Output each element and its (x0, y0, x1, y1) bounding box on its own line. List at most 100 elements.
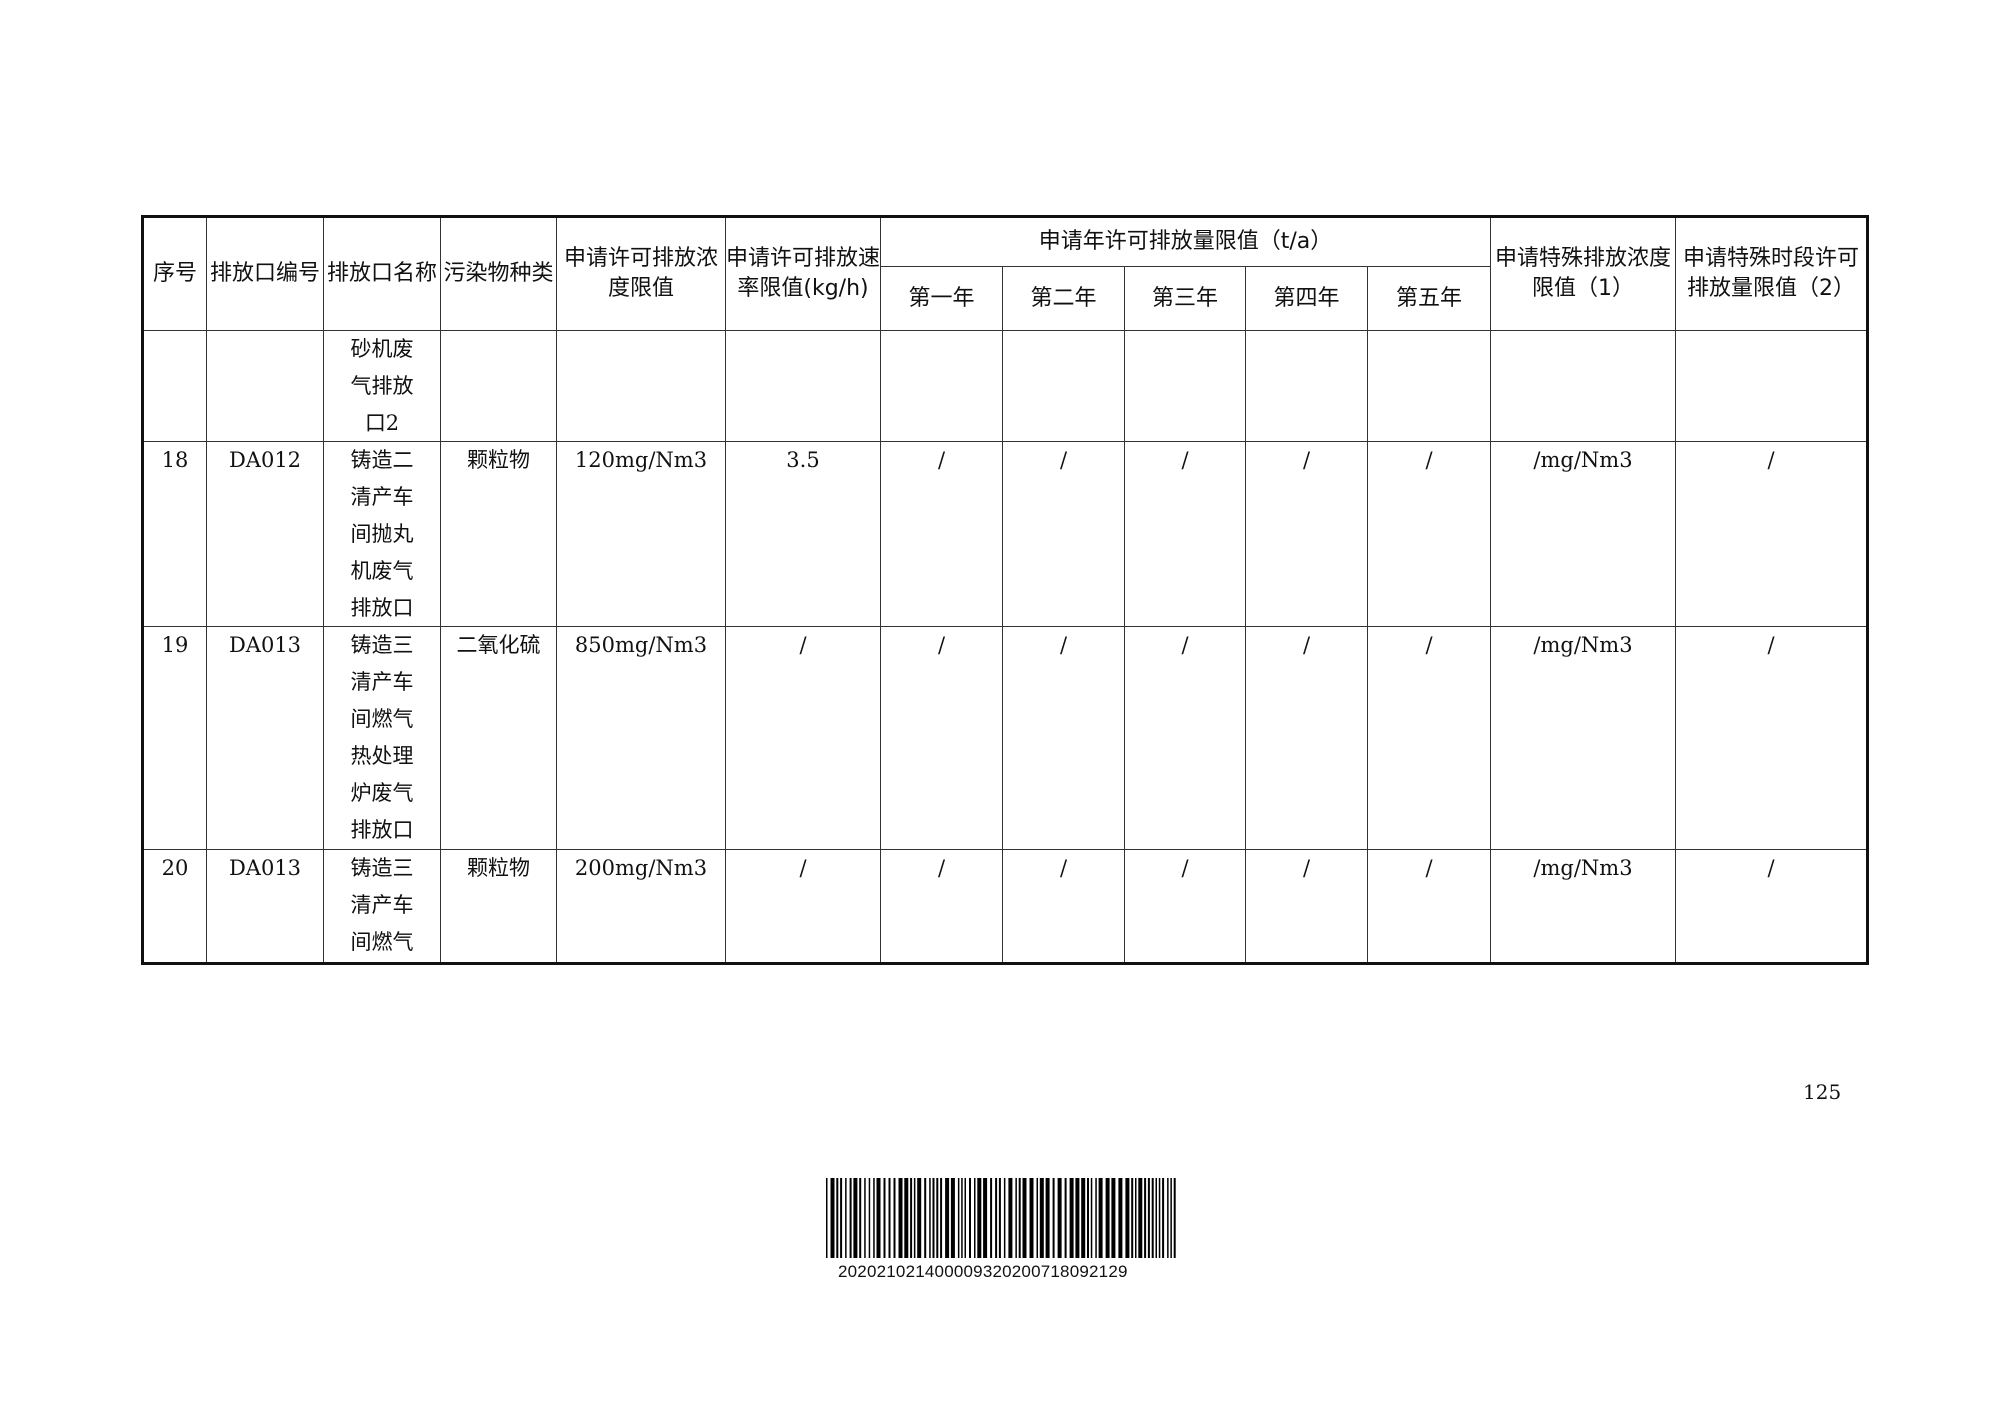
year-5-text: / (1425, 633, 1433, 657)
barcode-bar (1158, 1178, 1161, 1258)
barcode-bar (1105, 1178, 1110, 1258)
year-5-cell: / (1367, 849, 1491, 964)
conc-limit-text (558, 332, 725, 441)
barcode-bar (826, 1178, 828, 1258)
barcode-bar (910, 1178, 913, 1258)
outlet-name-cell: 铸造三清产车间燃气热处理炉废气排放口 (323, 626, 441, 850)
table-row: 砂机废气排放口2 (142, 330, 1868, 442)
barcode-bar (1018, 1178, 1021, 1258)
year-4-text: / (1302, 448, 1311, 472)
barcode-bar (969, 1178, 971, 1258)
barcode-number: 202021021400009320200718092129 (838, 1262, 1128, 1281)
rate-limit-cell (725, 330, 881, 442)
barcode-bar (888, 1178, 891, 1258)
header-year-3: 第三年 (1124, 266, 1246, 331)
outlet-id-text: DA012 (228, 448, 302, 472)
rate-limit-text (727, 332, 880, 441)
barcode-bar (1064, 1178, 1067, 1258)
barcode-bar (1008, 1178, 1013, 1258)
barcode-bar (876, 1178, 881, 1258)
header-rate-limit: 申请许可排放速率限值(kg/h) (725, 216, 881, 331)
barcode-bar (977, 1178, 982, 1258)
year-3-cell: / (1124, 441, 1246, 627)
seq-cell: 20 (142, 849, 207, 964)
header-annual-limit: 申请年许可排放量限值（t/a） (880, 216, 1491, 267)
year-4-text (1247, 332, 1367, 441)
conc-limit-cell (556, 330, 726, 442)
barcode-bar (1170, 1178, 1172, 1258)
barcode-bar (883, 1178, 886, 1258)
barcode-bar (1052, 1178, 1055, 1258)
special-period-cell (1675, 330, 1868, 442)
header-year-5: 第五年 (1367, 266, 1491, 331)
year-3-cell: / (1124, 626, 1246, 850)
year-3-text: / (1181, 448, 1189, 472)
year-4-text: / (1302, 856, 1311, 880)
outlet-name-cell: 铸造二清产车间抛丸机废气排放口1 (323, 441, 441, 627)
seq-cell: 19 (142, 626, 207, 850)
barcode-bar (1015, 1178, 1017, 1258)
barcode-bar (859, 1178, 862, 1258)
barcode-bar (1022, 1178, 1027, 1258)
outlet-id-cell (206, 330, 324, 442)
barcode-bar (964, 1178, 966, 1258)
barcode-bar (1081, 1178, 1086, 1258)
conc-limit-text: 200mg/Nm3 (574, 856, 708, 880)
header-year-2: 第二年 (1002, 266, 1125, 331)
barcode-bar (932, 1178, 935, 1258)
pollutant-cell (440, 330, 557, 442)
special-period-cell: / (1675, 441, 1868, 627)
conc-limit-text: 850mg/Nm3 (574, 633, 708, 657)
barcode-bar (913, 1178, 916, 1258)
barcode-bar (983, 1178, 988, 1258)
special-conc-cell: /mg/Nm3 (1490, 441, 1676, 627)
special-conc-cell: /mg/Nm3 (1490, 849, 1676, 964)
barcode-bar (1167, 1178, 1169, 1258)
pollutant-text (442, 332, 556, 441)
outlet-name-cell: 砂机废气排放口2 (323, 330, 441, 442)
barcode-bar (1125, 1178, 1130, 1258)
special-conc-text: /mg/Nm3 (1533, 856, 1633, 880)
barcode-bar (1029, 1178, 1034, 1258)
barcode-bar (1162, 1178, 1165, 1258)
rate-limit-text: / (799, 633, 807, 657)
barcode-bar (1098, 1178, 1103, 1258)
year-4-cell (1245, 330, 1368, 442)
year-2-text: / (1059, 448, 1068, 472)
special-period-text: / (1767, 856, 1775, 880)
barcode-bar (898, 1178, 903, 1258)
year-5-text: / (1425, 856, 1433, 880)
year-1-cell: / (880, 626, 1003, 850)
seq-text: 19 (161, 633, 189, 657)
barcode-bar (1173, 1178, 1176, 1258)
barcode-bar (1039, 1178, 1044, 1258)
pollutant-text: 颗粒物 (467, 856, 530, 880)
year-1-text: / (937, 633, 946, 657)
barcode-bar (1069, 1178, 1074, 1258)
barcode-bar (945, 1178, 950, 1258)
barcode-bar (1095, 1178, 1097, 1258)
header-year-4: 第四年 (1245, 266, 1368, 331)
table-row: 18 DA012 铸造二清产车间抛丸机废气排放口1 颗粒物 120mg/Nm3 3.5 / /… (142, 441, 1868, 627)
year-4-text: / (1302, 633, 1311, 657)
barcode-bar (1151, 1178, 1154, 1258)
header-special-period: 申请特殊时段许可排放量限值（2） (1675, 216, 1868, 331)
header-seq: 序号 (142, 216, 207, 331)
year-2-cell: / (1002, 849, 1125, 964)
barcode-bar (995, 1178, 998, 1258)
year-3-cell: / (1124, 849, 1246, 964)
barcode (826, 1178, 1176, 1258)
barcode-bar (950, 1178, 955, 1258)
special-conc-text: /mg/Nm3 (1533, 448, 1633, 472)
special-conc-text (1492, 332, 1675, 441)
barcode-bar (1003, 1178, 1006, 1258)
special-conc-cell: /mg/Nm3 (1490, 626, 1676, 850)
special-period-text (1677, 332, 1867, 441)
header-special-conc: 申请特殊排放浓度限值（1） (1490, 216, 1676, 331)
table-row: 19 DA013 铸造三清产车间燃气热处理炉废气排放口 二氧化硫 850mg/Nm3 / /… (142, 626, 1868, 850)
barcode-bar (853, 1178, 858, 1258)
rate-limit-cell: 3.5 (725, 441, 881, 627)
barcode-bar (1057, 1178, 1062, 1258)
year-4-cell: / (1245, 849, 1368, 964)
conc-limit-cell: 120mg/Nm3 (556, 441, 726, 627)
